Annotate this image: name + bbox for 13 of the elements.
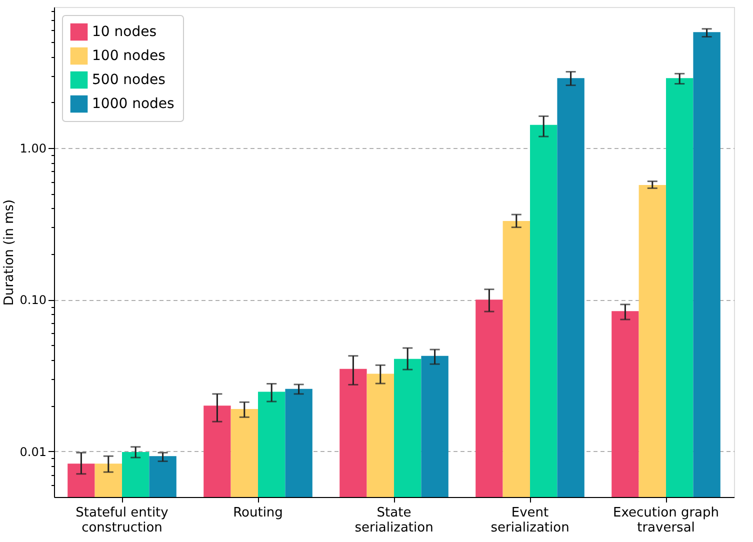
x-tick-label: Routing	[233, 506, 283, 520]
x-tick-label: Event serialization	[490, 506, 570, 536]
legend-label: 500 nodes	[92, 72, 166, 88]
legend-label: 10 nodes	[92, 24, 156, 40]
x-tick-label: Stateful entity construction	[76, 506, 169, 536]
legend-label: 1000 nodes	[92, 96, 174, 112]
x-tick-label: Execution graph traversal	[613, 506, 719, 536]
y-tick-label: 1.00	[20, 141, 46, 156]
y-tick-label: 0.10	[20, 293, 46, 308]
legend-label: 100 nodes	[92, 48, 166, 64]
y-tick-label: 0.01	[20, 444, 46, 459]
x-tick-label: State serialization	[354, 506, 434, 536]
y-axis-title: Duration (in ms)	[2, 199, 17, 306]
